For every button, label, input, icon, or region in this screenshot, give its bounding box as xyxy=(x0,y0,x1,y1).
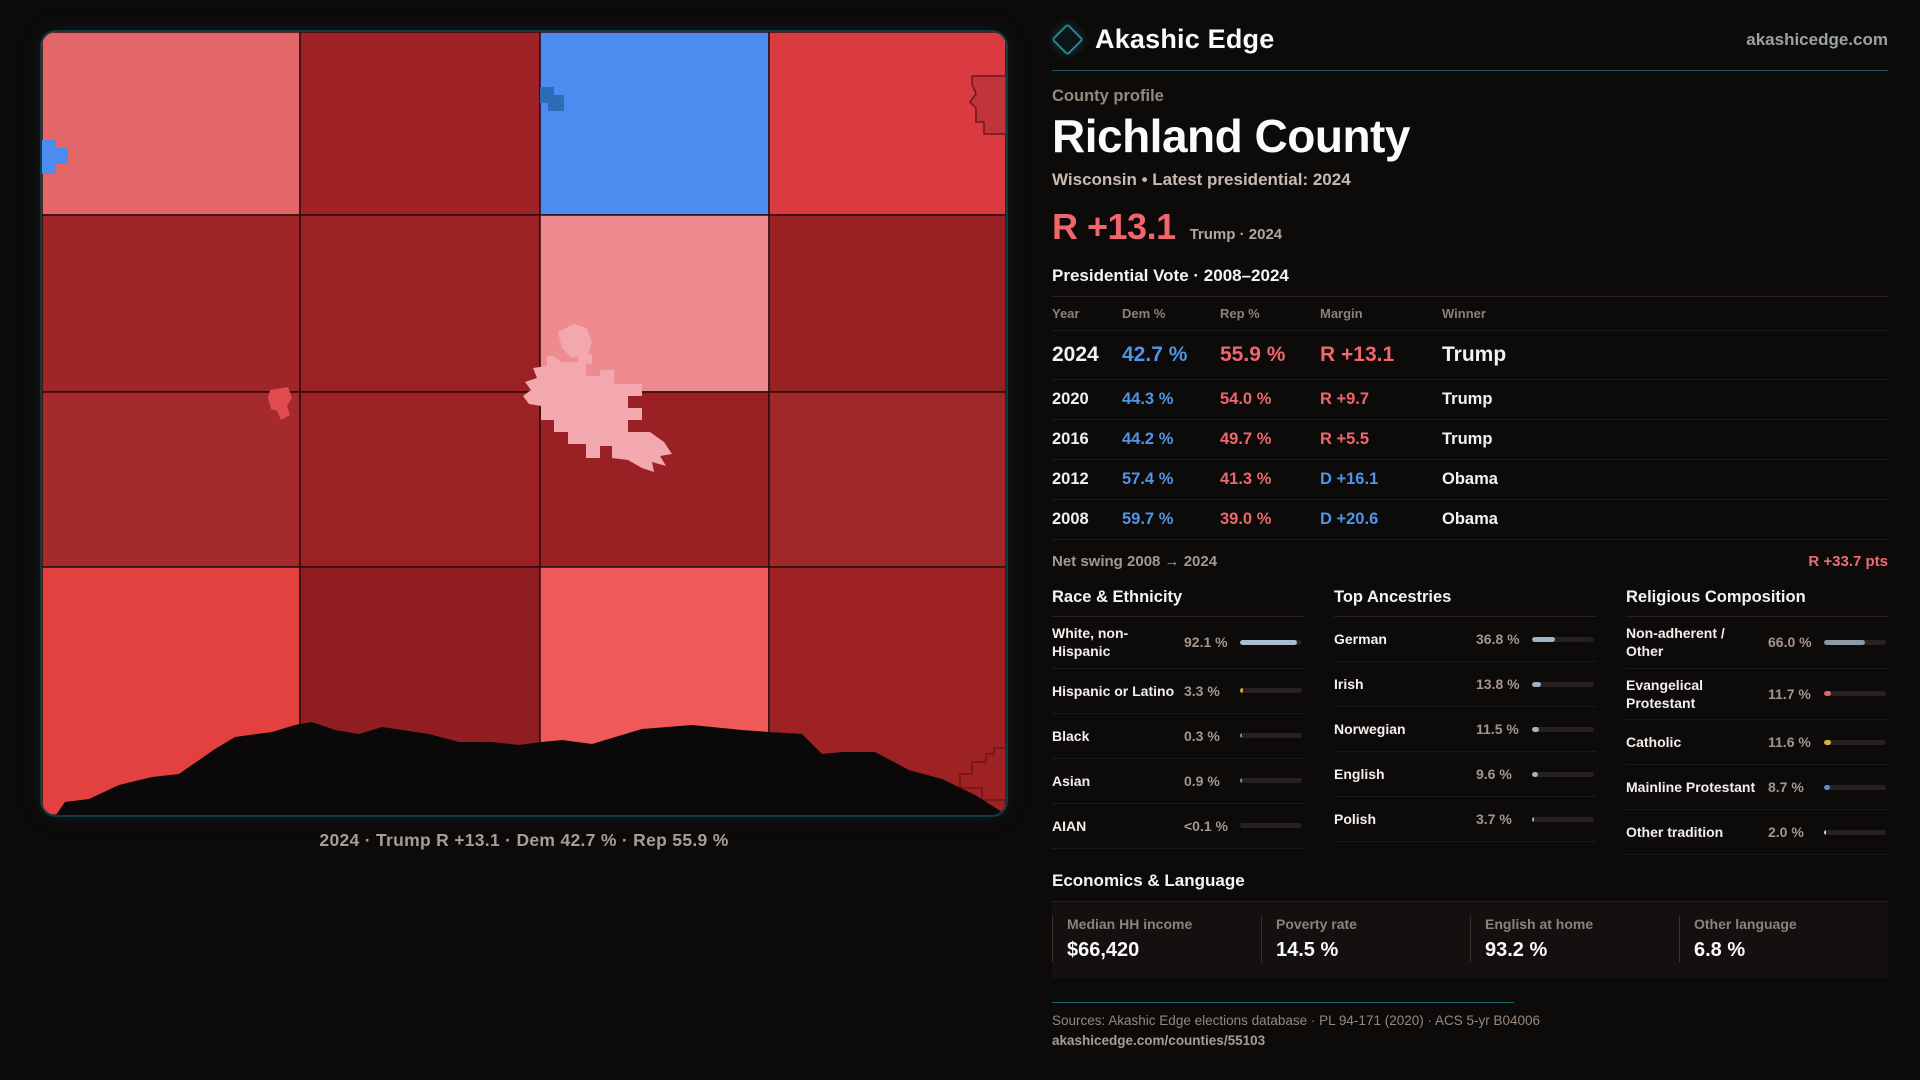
township-grid xyxy=(42,32,1006,815)
net-swing-value: R +33.7 pts xyxy=(1808,553,1888,571)
col-winner: Winner xyxy=(1442,306,1486,322)
list-item: Mainline Protestant 8.7 % xyxy=(1626,765,1888,811)
bar-fill xyxy=(1824,639,1865,645)
col-year: Year xyxy=(1052,306,1080,322)
religion-title: Religious Composition xyxy=(1626,588,1888,618)
economics-title: Economics & Language xyxy=(1052,871,1888,903)
bar-fill xyxy=(1532,771,1539,777)
sources-text: Sources: Akashic Edge elections database… xyxy=(1052,1013,1541,1029)
list-item: Other tradition 2.0 % xyxy=(1626,810,1888,856)
kicker: County profile xyxy=(1052,87,1164,105)
parcel-southeast xyxy=(959,747,1006,801)
subtitle: Wisconsin • Latest presidential: 2024 xyxy=(1052,170,1351,190)
bar-fill xyxy=(1532,681,1541,687)
county-precinct-map[interactable] xyxy=(42,32,1006,815)
bar-track xyxy=(1240,823,1302,829)
bar-fill xyxy=(1240,778,1243,784)
list-item: German 36.8 % xyxy=(1334,617,1596,663)
map-caption: 2024 · Trump R +13.1 · Dem 42.7 % · Rep … xyxy=(319,830,729,850)
list-item: AIAN <0.1 % xyxy=(1052,804,1304,849)
net-swing: Net swing 2008 → 2024 R +33.7 pts xyxy=(1052,553,1888,570)
bar-track xyxy=(1532,681,1594,687)
stat-poverty-rate: Poverty rate 14.5 % xyxy=(1261,916,1470,963)
outside-county-mask xyxy=(56,722,1006,815)
list-item: Irish 13.8 % xyxy=(1334,662,1596,708)
race-title: Race & Ethnicity xyxy=(1052,588,1304,618)
bar-fill xyxy=(1824,739,1832,745)
bar-track xyxy=(1240,639,1302,645)
table-row: 2016 44.2 % 49.7 % R +5.5 Trump xyxy=(1052,420,1888,461)
blue-precinct-north xyxy=(540,87,564,111)
col-rep: Rep % xyxy=(1220,306,1260,322)
list-item: Polish 3.7 % xyxy=(1334,797,1596,843)
village-precinct xyxy=(268,387,292,420)
bar-track xyxy=(1532,816,1594,822)
religion-column: Religious Composition Non-adherent / Oth… xyxy=(1626,588,1888,856)
list-item: Non-adherent / Other 66.0 % xyxy=(1626,617,1888,669)
bar-fill xyxy=(1240,639,1298,645)
list-item: Black 0.3 % xyxy=(1052,714,1304,759)
bar-track xyxy=(1824,784,1886,790)
ancestry-column: Top Ancestries German 36.8 % Irish 13.8 … xyxy=(1334,588,1596,855)
bar-fill xyxy=(1240,688,1243,694)
stat-other-language: Other language 6.8 % xyxy=(1679,916,1888,963)
list-item: White, non-Hispanic 92.1 % xyxy=(1052,617,1304,669)
margin-note: Trump · 2024 xyxy=(1189,226,1283,244)
brand-diamond-icon xyxy=(1051,23,1084,56)
list-item: Catholic 11.6 % xyxy=(1626,720,1888,766)
race-column: Race & Ethnicity White, non-Hispanic 92.… xyxy=(1052,588,1304,855)
bar-track xyxy=(1824,829,1886,835)
col-dem: Dem % xyxy=(1122,306,1166,322)
site-link[interactable]: akashicedge.com xyxy=(1746,29,1888,49)
table-row: 2012 57.4 % 41.3 % D +16.1 Obama xyxy=(1052,460,1888,501)
list-item: English 9.6 % xyxy=(1334,752,1596,798)
bar-fill xyxy=(1824,784,1830,790)
vote-table-title: Presidential Vote · 2008–2024 xyxy=(1052,266,1888,298)
bar-fill xyxy=(1532,636,1555,642)
blue-precinct-west xyxy=(42,140,68,174)
city-precinct xyxy=(523,324,672,472)
ancestry-title: Top Ancestries xyxy=(1334,588,1596,618)
bar-track xyxy=(1824,691,1886,697)
brand-name: Akashic Edge xyxy=(1095,24,1275,54)
bar-track xyxy=(1240,733,1302,739)
col-margin: Margin xyxy=(1320,306,1363,322)
margin-value: R +13.1 xyxy=(1052,206,1176,248)
bar-fill xyxy=(1532,816,1535,822)
bar-fill xyxy=(1532,726,1540,732)
table-row: 2024 42.7 % 55.9 % R +13.1 Trump xyxy=(1052,331,1888,381)
list-item: Asian 0.9 % xyxy=(1052,759,1304,804)
list-item: Norwegian 11.5 % xyxy=(1334,707,1596,753)
economics-stats: Median HH income $66,420 Poverty rate 14… xyxy=(1052,902,1888,979)
bar-track xyxy=(1824,739,1886,745)
list-item: Evangelical Protestant 11.7 % xyxy=(1626,669,1888,721)
table-row: 2008 59.7 % 39.0 % D +20.6 Obama xyxy=(1052,500,1888,541)
net-swing-label: Net swing 2008 → 2024 xyxy=(1052,553,1218,571)
page-title: Richland County xyxy=(1052,110,1410,162)
bar-fill xyxy=(1824,829,1826,835)
bar-track xyxy=(1240,688,1302,694)
footer: Sources: Akashic Edge elections database… xyxy=(1052,1002,1888,1048)
bar-track xyxy=(1532,636,1594,642)
footer-divider xyxy=(1052,1002,1514,1004)
demographics: Race & Ethnicity White, non-Hispanic 92.… xyxy=(1052,588,1888,856)
bar-fill xyxy=(1824,691,1832,697)
list-item: Hispanic or Latino 3.3 % xyxy=(1052,669,1304,714)
bar-track xyxy=(1240,778,1302,784)
vote-table-header: Year Dem % Rep % Margin Winner xyxy=(1052,297,1888,332)
stat-english-at-home: English at home 93.2 % xyxy=(1470,916,1679,963)
stat-median-income: Median HH income $66,420 xyxy=(1052,916,1261,963)
margin-headline: R +13.1 Trump · 2024 xyxy=(1052,206,1888,248)
permalink[interactable]: akashicedge.com/counties/55103 xyxy=(1052,1033,1266,1049)
bar-track xyxy=(1532,771,1594,777)
bar-track xyxy=(1532,726,1594,732)
bar-fill xyxy=(1240,733,1242,739)
header: Akashic Edge akashicedge.com xyxy=(1051,23,1888,71)
county-map-panel xyxy=(40,30,1008,817)
bar-track xyxy=(1824,639,1886,645)
parcel-northeast xyxy=(969,75,1006,135)
table-row: 2020 44.3 % 54.0 % R +9.7 Trump xyxy=(1052,380,1888,421)
county-profile-panel: Akashic Edge akashicedge.com County prof… xyxy=(1051,23,1888,1048)
